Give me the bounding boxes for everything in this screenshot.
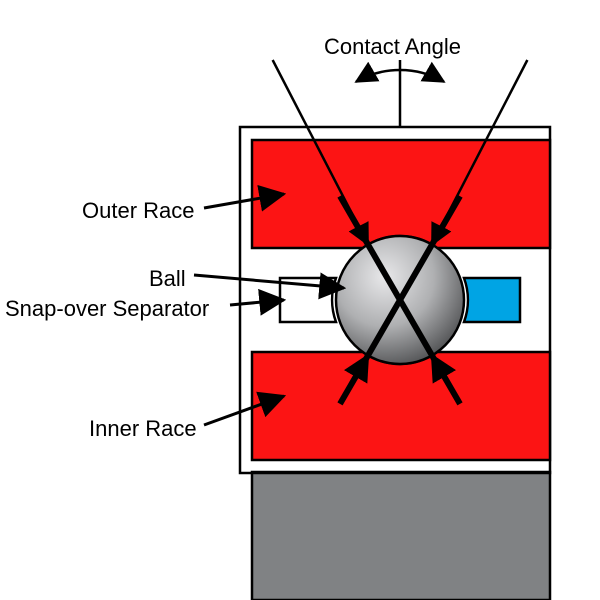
- outer-race: [252, 140, 550, 248]
- outer-race-label: Outer Race: [82, 198, 195, 224]
- inner-race-label: Inner Race: [89, 416, 197, 442]
- separator-right: [464, 278, 520, 322]
- contact-angle-label: Contact Angle: [324, 34, 461, 60]
- shaft: [252, 472, 550, 600]
- separator-arrow: [230, 300, 284, 305]
- ball-label: Ball: [149, 266, 186, 292]
- separator-label: Snap-over Separator: [5, 296, 209, 322]
- inner-race: [252, 352, 550, 460]
